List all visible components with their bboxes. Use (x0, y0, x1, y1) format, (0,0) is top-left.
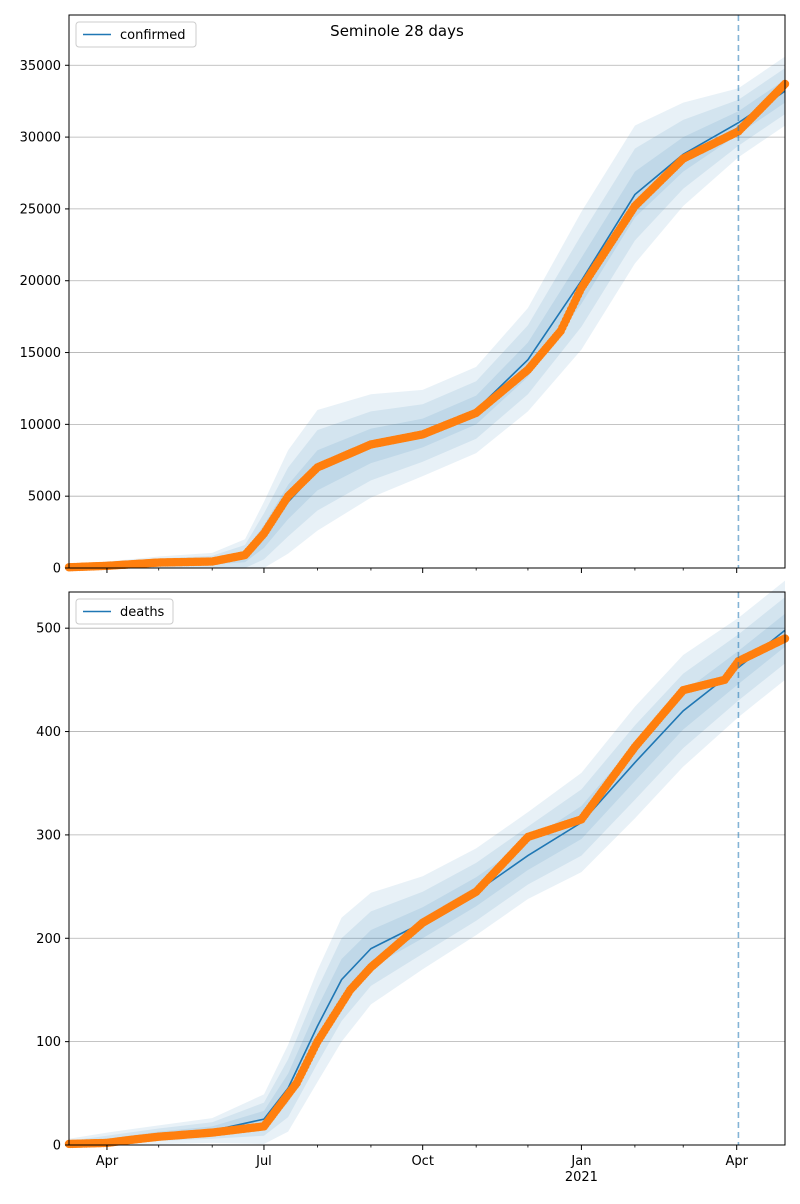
uncertainty-band (69, 68, 785, 569)
confirmed-panel: 0 5000 10000 15000 20000 25000 30000 35000 confi… (20, 14, 790, 577)
y-tick-label: 15000 (20, 346, 61, 361)
uncertainty-band (69, 580, 785, 1145)
x-tick-label: Apr (96, 1154, 119, 1169)
legend-box (75, 598, 174, 625)
legend-label: confirmed (120, 28, 186, 43)
x-tick-label: Jul (255, 1154, 272, 1169)
legend-box (75, 21, 197, 48)
x-tick-label: Jan (570, 1154, 591, 1169)
y-tick-label: 400 (36, 725, 61, 740)
y-tick-label: 35000 (20, 59, 61, 74)
uncertainty-band (69, 79, 785, 568)
legend-label: deaths (120, 605, 165, 620)
y-tick-label: 30000 (20, 131, 61, 146)
y-tick-label: 20000 (20, 274, 61, 289)
y-tick-label: 0 (53, 1139, 61, 1154)
axes-frame (68, 591, 786, 1146)
x-tick-label: Apr (725, 1154, 748, 1169)
x-tick-label: Oct (411, 1154, 433, 1169)
y-tick-label: 10000 (20, 418, 61, 433)
y-tick-label: 200 (36, 932, 61, 947)
x-tick-sublabel: 2021 (565, 1170, 598, 1185)
y-tick-label: 25000 (20, 202, 61, 217)
axes-frame (68, 14, 786, 569)
y-tick-label: 300 (36, 828, 61, 843)
figure-title: Seminole 28 days (330, 22, 464, 40)
y-tick-label: 5000 (28, 490, 61, 505)
y-tick-label: 0 (53, 562, 61, 577)
uncertainty-band (69, 56, 785, 569)
y-tick-label: 100 (36, 1035, 61, 1050)
y-tick-label: 500 (36, 622, 61, 637)
